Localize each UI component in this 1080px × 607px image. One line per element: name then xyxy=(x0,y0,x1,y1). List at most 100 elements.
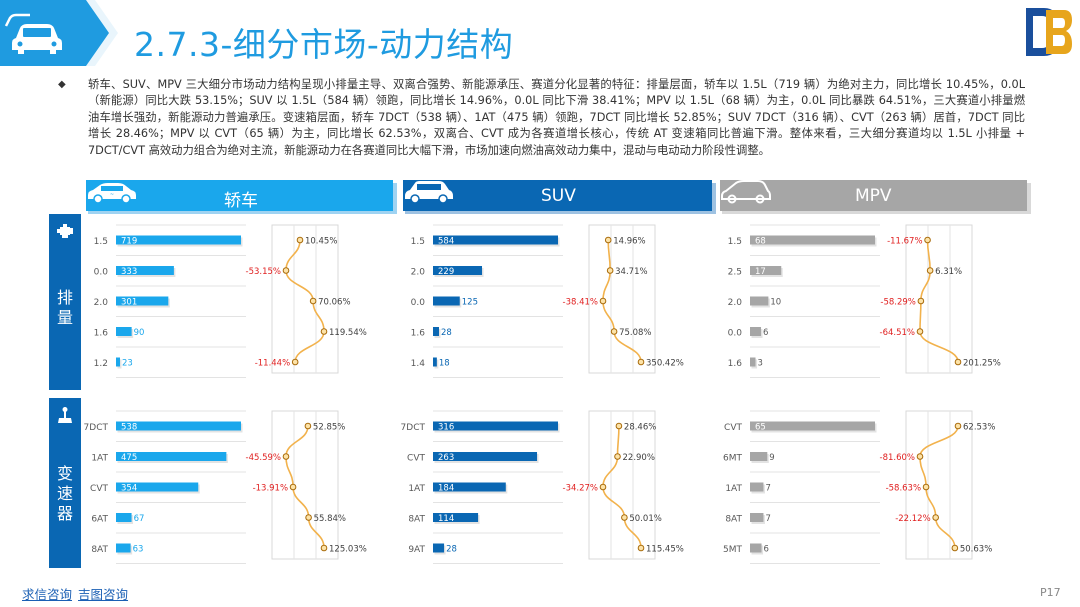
bar xyxy=(116,543,131,553)
category-label: 2.0 xyxy=(411,268,426,278)
growth-label: 14.96% xyxy=(613,237,645,247)
bar-value-label: 333 xyxy=(121,267,137,277)
footer-link-2[interactable]: 吉图咨询 xyxy=(78,587,129,602)
bar-value-label: 18 xyxy=(439,359,450,369)
bar xyxy=(433,421,558,431)
bar xyxy=(750,543,762,553)
row-label-transmission-text: 变速器 xyxy=(49,464,81,524)
bar-value-label: 3 xyxy=(758,359,763,369)
category-label: 1.4 xyxy=(411,359,426,369)
growth-point xyxy=(916,328,924,335)
bar-value-label: 6 xyxy=(764,545,769,555)
bar-value-label: 114 xyxy=(438,514,454,524)
growth-label: -45.59% xyxy=(246,453,281,463)
growth-label: 34.71% xyxy=(615,267,647,277)
growth-point xyxy=(917,297,925,305)
line-plot-frame xyxy=(905,224,973,374)
bar xyxy=(750,296,769,306)
growth-point xyxy=(951,544,959,552)
bar-value-label: 125 xyxy=(462,298,478,308)
growth-point xyxy=(932,514,939,521)
growth-point xyxy=(954,422,962,430)
bar xyxy=(116,296,169,306)
bar xyxy=(750,266,782,275)
column-header-sedan-bg xyxy=(86,180,397,214)
gear-shift-icon xyxy=(58,407,72,423)
growth-label: 50.01% xyxy=(629,514,661,524)
sedan-icon: ~ xyxy=(88,183,136,204)
bar xyxy=(433,235,558,245)
category-label: 1.6 xyxy=(728,359,743,369)
suv-icon xyxy=(405,181,453,204)
bar-value-label: 538 xyxy=(121,423,137,433)
bar-value-label: 9 xyxy=(769,453,774,463)
category-label: 2.0 xyxy=(94,298,109,308)
growth-label: -58.29% xyxy=(880,298,915,308)
growth-label: -11.67% xyxy=(887,237,922,247)
bar-value-label: 7 xyxy=(765,484,770,494)
bar xyxy=(433,513,479,522)
summary-text: 轿车、SUV、MPV 三大细分市场动力结构呈现小排量主导、双离合强势、新能源承压… xyxy=(88,78,1025,157)
column-label-suv: SUV xyxy=(541,186,576,206)
growth-point xyxy=(637,544,645,552)
column-header-suv: SUV xyxy=(403,180,716,214)
line-plot-frame xyxy=(588,224,656,374)
summary: ◆ 轿车、SUV、MPV 三大细分市场动力结构呈现小排量主导、双离合强势、新能源… xyxy=(58,77,1025,159)
row-label-displacement-text: 排量 xyxy=(49,288,81,328)
growth-label: 125.03% xyxy=(329,545,367,555)
footer-link-1[interactable]: 求信咨询 xyxy=(22,587,73,602)
bar xyxy=(750,513,764,522)
bar-value-label: 584 xyxy=(438,237,454,247)
bar xyxy=(750,452,768,461)
bar xyxy=(750,482,764,492)
bar-value-label: 6 xyxy=(763,328,768,338)
bar-value-label: 68 xyxy=(755,237,766,247)
growth-point xyxy=(614,453,621,460)
category-label: 2.5 xyxy=(728,268,742,278)
category-label: 1.6 xyxy=(411,329,426,339)
line-plot-frame xyxy=(588,410,656,560)
bar xyxy=(116,513,132,522)
growth-point xyxy=(599,297,607,305)
car-icon xyxy=(4,13,62,54)
bar xyxy=(116,421,241,431)
growth-line xyxy=(919,239,959,363)
growth-label: 10.45% xyxy=(305,237,337,247)
svg-text:~: ~ xyxy=(110,192,114,198)
bar xyxy=(116,482,199,492)
page-title: 2.7.3-细分市场-动力结构 xyxy=(134,25,514,64)
bar-value-label: 10 xyxy=(770,298,781,308)
bar xyxy=(116,452,227,461)
growth-point xyxy=(320,328,328,335)
column-label-sedan: 轿车 xyxy=(224,191,258,211)
bar-value-label: 63 xyxy=(133,545,144,555)
bar-value-label: 17 xyxy=(755,267,766,277)
category-label: 2.0 xyxy=(728,298,743,308)
bar-value-label: 719 xyxy=(121,237,137,247)
bar xyxy=(433,452,538,461)
growth-label: 70.06% xyxy=(318,298,350,308)
bar-value-label: 23 xyxy=(122,359,133,369)
bar-value-label: 184 xyxy=(438,484,454,494)
bar-value-label: 65 xyxy=(755,423,766,433)
summary-bullet: ◆ xyxy=(58,79,66,90)
growth-label: -53.15% xyxy=(246,267,281,277)
growth-label: 28.46% xyxy=(624,423,656,433)
category-label: CVT xyxy=(724,423,742,433)
growth-label: 50.63% xyxy=(960,545,992,555)
category-label: 6MT xyxy=(723,454,742,464)
bar xyxy=(750,327,762,336)
bar-value-label: 229 xyxy=(438,267,454,277)
line-plot-frame xyxy=(271,410,339,560)
growth-point xyxy=(615,422,623,430)
category-label: CVT xyxy=(90,484,108,494)
bar-value-label: 301 xyxy=(121,298,137,308)
bar xyxy=(750,235,875,245)
category-label: 0.0 xyxy=(94,268,109,278)
growth-line xyxy=(602,239,642,363)
category-label: 1.5 xyxy=(728,237,742,247)
growth-label: -13.91% xyxy=(253,484,288,494)
bar-value-label: 475 xyxy=(121,453,137,463)
growth-label: 119.54% xyxy=(329,328,367,338)
category-label: 7DCT xyxy=(401,423,426,433)
